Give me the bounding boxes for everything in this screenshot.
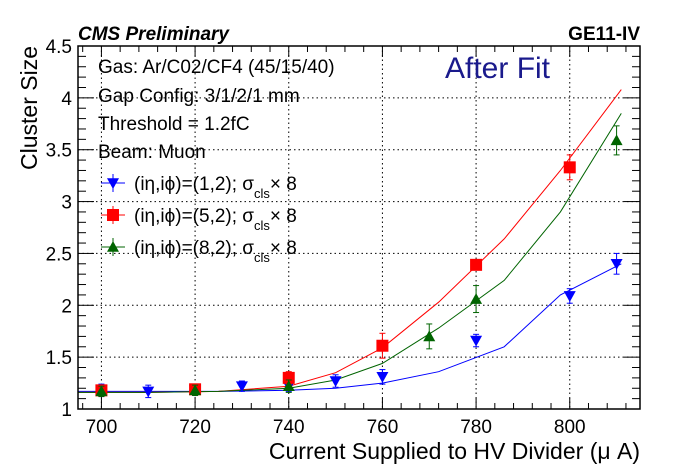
data-point [95, 385, 108, 397]
legend-marker [107, 209, 119, 221]
data-point [610, 134, 623, 146]
points-layer [95, 125, 623, 399]
x-tick-label: 740 [273, 417, 305, 438]
ticks-layer: 700 720 740 760 780 800 1 1.5 2 2.5 3 3.5 4 4.5 [46, 37, 640, 438]
x-tick-label: 780 [460, 417, 492, 438]
header-right: GE11-IV [568, 24, 640, 45]
data-point [376, 339, 389, 352]
info-line-threshold: Threshold = 1.2fC [98, 114, 250, 135]
data-point [563, 161, 576, 174]
x-tick-label: 720 [179, 417, 211, 438]
y-axis-title: Cluster Size [16, 46, 42, 170]
legend-marker [107, 178, 119, 189]
y-tick-label: 2.5 [46, 244, 72, 265]
y-tick-label: 1.5 [46, 348, 72, 369]
after-fit-label: After Fit [445, 52, 551, 85]
x-tick-label: 700 [86, 417, 118, 438]
y-tick-label: 2 [61, 296, 72, 317]
legend-label: (iη,iϕ)=(5,2); σcls× 8 [134, 206, 297, 233]
fit-layer [78, 89, 622, 393]
info-line-gap: Gap Config: 3/1/2/1 mm [98, 86, 300, 107]
data-point [282, 371, 295, 384]
data-point [470, 335, 483, 347]
y-tick-label: 1 [61, 400, 72, 421]
data-point [470, 293, 483, 304]
data-point [282, 380, 295, 391]
y-tick-label: 4 [61, 89, 72, 110]
info-line-beam: Beam: Muon [98, 142, 206, 163]
y-tick-label: 3.5 [46, 141, 72, 162]
data-point [423, 330, 436, 342]
legend: (iη,iϕ)=(1,2); σcls× 8 (iη,iϕ)=(5,2); σcl… [101, 174, 297, 265]
data-point [376, 372, 389, 383]
data-point [563, 291, 576, 302]
plot-frame [77, 45, 641, 410]
data-point [235, 381, 248, 393]
fit-curve [78, 113, 622, 393]
data-point [142, 386, 155, 398]
data-point [610, 259, 623, 270]
header-left: CMS Preliminary [78, 24, 230, 45]
legend-label: (iη,iϕ)=(1,2); σcls× 8 [134, 174, 297, 201]
data-point [189, 384, 202, 396]
data-point [470, 258, 483, 271]
x-axis-title: Current Supplied to HV Divider (μ A) [269, 438, 640, 464]
y-tick-label: 4.5 [46, 37, 72, 58]
y-tick-label: 3 [61, 193, 72, 214]
info-line-gas: Gas: Ar/C02/CF4 (45/15/40) [98, 57, 335, 78]
data-point [329, 376, 342, 387]
legend-marker [107, 241, 119, 252]
x-tick-label: 760 [367, 417, 399, 438]
legend-label: (iη,iϕ)=(8,2); σcls× 8 [134, 238, 297, 265]
x-tick-label: 800 [554, 417, 586, 438]
